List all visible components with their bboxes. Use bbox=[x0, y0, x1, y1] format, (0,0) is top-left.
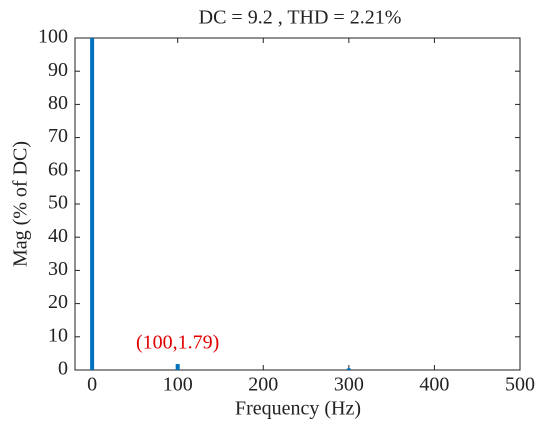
y-tick-label: 90 bbox=[48, 59, 68, 81]
x-axis-label: Frequency (Hz) bbox=[235, 398, 361, 420]
bar bbox=[175, 364, 180, 370]
y-tick-label: 80 bbox=[48, 92, 68, 114]
y-tick-label: 60 bbox=[48, 158, 68, 180]
y-tick-label: 100 bbox=[38, 26, 68, 48]
y-tick-label: 20 bbox=[48, 291, 68, 313]
y-tick-label: 10 bbox=[48, 324, 68, 346]
x-tick-label: 100 bbox=[163, 374, 193, 396]
annotation: (100,1.79) bbox=[136, 332, 219, 354]
bar bbox=[346, 368, 351, 370]
x-tick-label: 500 bbox=[505, 374, 535, 396]
y-tick-label: 40 bbox=[48, 225, 68, 247]
y-tick-label: 50 bbox=[48, 192, 68, 214]
x-tick-label: 300 bbox=[334, 374, 364, 396]
x-tick-label: 200 bbox=[248, 374, 278, 396]
y-axis-label: Mag (% of DC) bbox=[10, 141, 32, 267]
chart-title: DC = 9.2 , THD = 2.21% bbox=[199, 7, 402, 29]
y-tick-label: 30 bbox=[48, 258, 68, 280]
x-tick-label: 0 bbox=[87, 374, 97, 396]
y-tick-label: 0 bbox=[58, 358, 68, 380]
bar bbox=[90, 38, 95, 370]
y-tick-label: 70 bbox=[48, 125, 68, 147]
x-tick-label: 400 bbox=[419, 374, 449, 396]
